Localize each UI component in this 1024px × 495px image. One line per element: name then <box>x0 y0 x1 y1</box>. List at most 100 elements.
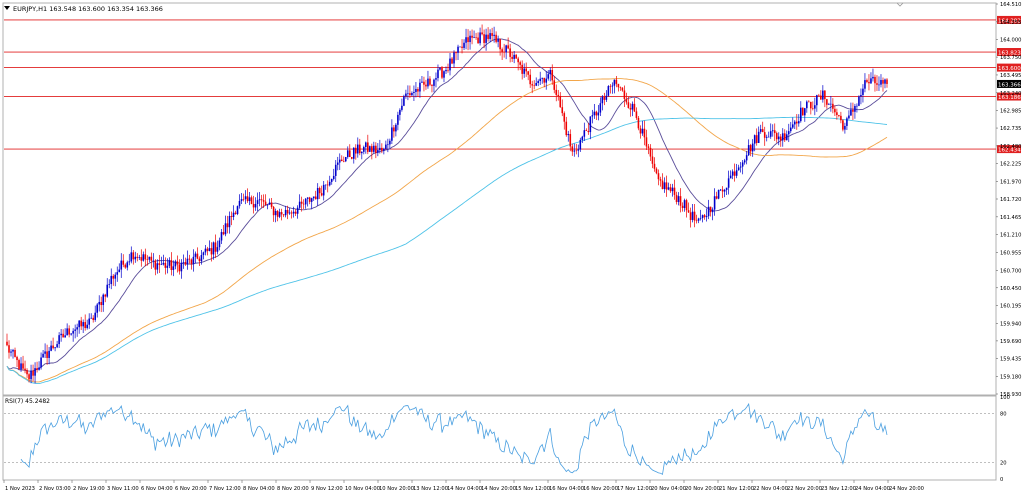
candle-body <box>779 136 782 141</box>
candle-body <box>421 81 423 83</box>
candle-body <box>160 264 163 266</box>
candle-body <box>653 163 656 169</box>
candle-body <box>146 259 149 260</box>
candle-body <box>838 115 840 116</box>
candle-body <box>334 164 337 176</box>
candle-body <box>316 188 319 200</box>
candle-body <box>114 274 117 279</box>
candle-body <box>230 216 233 217</box>
candle-body <box>848 115 850 119</box>
candle-body <box>409 93 411 96</box>
chevron-down-icon[interactable] <box>896 2 904 7</box>
candle-body <box>759 129 762 132</box>
candle-body <box>190 259 193 264</box>
rsi-panel-frame <box>2 395 997 481</box>
candle-body <box>549 69 552 75</box>
candle-body <box>84 322 86 329</box>
candle-body <box>142 254 145 261</box>
candle-body <box>505 45 507 53</box>
candle-body <box>812 108 814 109</box>
candle-body <box>543 77 546 83</box>
candle-body <box>645 137 648 147</box>
candle-body <box>150 256 153 261</box>
dropdown-triangle-icon[interactable] <box>4 6 10 10</box>
candle-body <box>621 87 624 91</box>
candle-body <box>262 200 265 202</box>
candle-body <box>583 130 586 137</box>
candle-body <box>70 333 72 335</box>
candle-body <box>725 187 728 190</box>
candle-body <box>880 80 882 85</box>
candle-body <box>78 320 80 328</box>
candle-body <box>679 196 682 206</box>
candle-body <box>519 62 521 65</box>
candle-body <box>10 351 12 353</box>
candle-body <box>383 148 385 151</box>
candle-body <box>561 107 564 114</box>
price-tick-label: 159.690 <box>1000 339 1021 345</box>
candle-body <box>655 168 658 174</box>
candle-body <box>443 71 445 78</box>
rsi-scale-label: 80 <box>1000 411 1007 417</box>
candle-body <box>200 255 203 262</box>
candle-body <box>64 335 66 338</box>
candle-body <box>715 196 718 199</box>
price-tick-label: 164.000 <box>1000 38 1021 44</box>
candle-body <box>453 52 455 64</box>
candle-body <box>587 130 590 133</box>
candle-body <box>665 182 668 190</box>
candle-body <box>395 124 397 132</box>
candle-body <box>194 253 197 257</box>
candle-body <box>870 78 872 84</box>
candle-body <box>226 223 229 228</box>
candle-body <box>826 99 828 105</box>
candle-body <box>828 104 830 106</box>
candle-body <box>182 261 185 263</box>
level-price-tag <box>997 63 1021 72</box>
symbol-header: EURJPY,H1 163.548 163.600 163.354 163.36… <box>13 5 163 13</box>
candle-body <box>477 37 479 44</box>
candle-body <box>697 218 700 221</box>
candle-body <box>162 262 165 265</box>
candle-body <box>743 160 746 163</box>
candle-body <box>222 232 225 235</box>
candle-body <box>252 203 255 208</box>
candle-body <box>86 324 88 329</box>
candle-body <box>375 145 377 153</box>
candle-body <box>34 368 36 376</box>
candle-body <box>308 197 311 202</box>
candle-body <box>599 103 602 113</box>
candle-body <box>411 92 413 96</box>
candle-body <box>274 210 277 216</box>
candle-body <box>385 144 387 149</box>
candle-body <box>302 203 305 205</box>
candle-body <box>96 304 99 313</box>
candle-body <box>186 258 189 265</box>
candle-body <box>611 85 614 87</box>
candle-body <box>723 189 726 192</box>
time-tick-label: 8 Nov 04:00 <box>243 486 275 492</box>
candle-body <box>463 42 465 48</box>
candle-body <box>820 95 822 100</box>
time-tick-label: 14 Nov 20:00 <box>481 486 516 492</box>
candle-body <box>445 69 447 72</box>
candle-body <box>344 157 347 162</box>
candle-body <box>373 145 375 152</box>
time-tick-label: 24 Nov 20:00 <box>889 486 924 492</box>
candle-body <box>415 88 417 92</box>
candle-body <box>172 266 175 271</box>
candle-body <box>407 93 409 94</box>
candle-body <box>202 252 205 256</box>
candle-body <box>184 261 187 265</box>
candle-body <box>781 133 784 141</box>
candle-body <box>597 112 600 116</box>
candle-body <box>771 130 774 132</box>
candle-body <box>312 196 315 199</box>
time-tick-label: 24 Nov 04:00 <box>855 486 890 492</box>
rsi-scale-label: 100 <box>1000 395 1010 401</box>
candle-body <box>457 46 459 53</box>
candle-body <box>431 84 433 86</box>
candle-body <box>878 84 880 86</box>
candle-body <box>68 328 70 335</box>
candle-body <box>102 294 105 306</box>
